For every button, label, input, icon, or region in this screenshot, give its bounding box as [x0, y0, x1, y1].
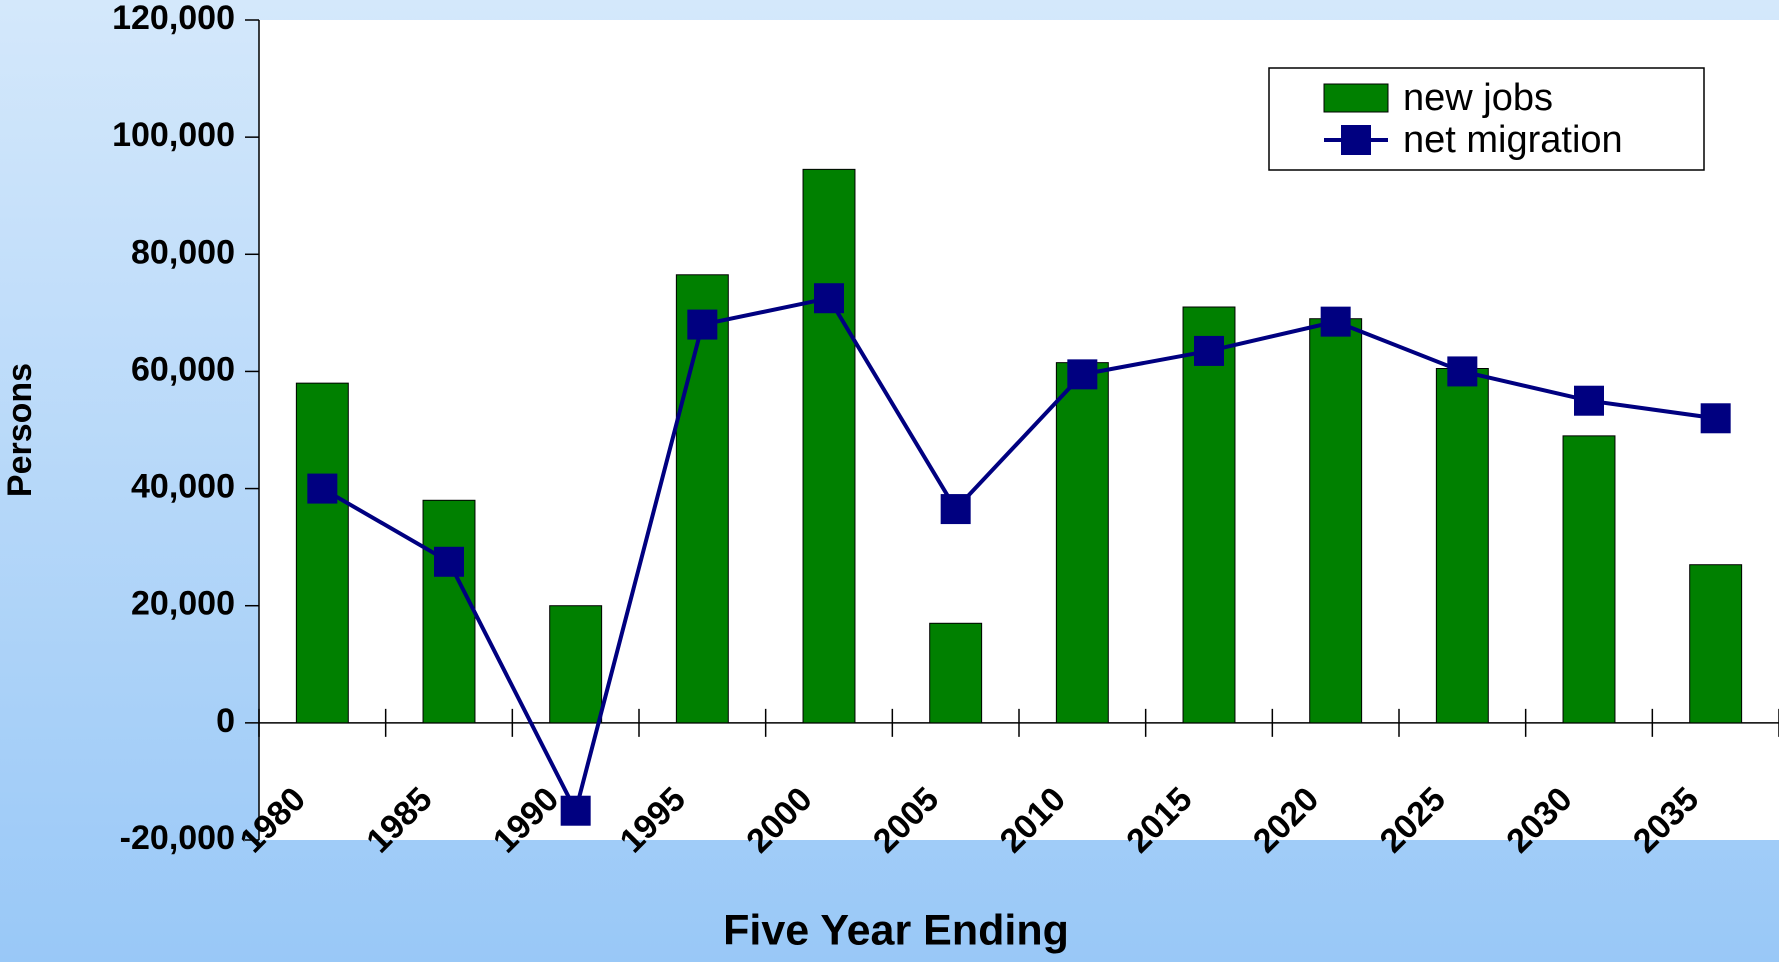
marker [687, 309, 718, 340]
marker [1194, 335, 1224, 366]
bar [1055, 362, 1109, 724]
marker [940, 494, 971, 525]
marker [1574, 385, 1604, 416]
bar [802, 168, 856, 724]
x-axis-label: Five Year Ending [723, 906, 1069, 954]
marker [560, 795, 591, 826]
bar [1182, 306, 1236, 724]
marker [1067, 359, 1098, 390]
legend-marker [1341, 125, 1371, 155]
marker [1700, 403, 1731, 434]
legend-swatch [1323, 83, 1389, 113]
y-tick-label: 20,000 [131, 585, 235, 623]
bar [549, 605, 603, 724]
bar [295, 382, 349, 724]
marker [307, 473, 338, 504]
marker [1320, 306, 1351, 337]
bar [422, 499, 476, 724]
bar [929, 622, 983, 724]
y-tick-label: 60,000 [131, 350, 235, 388]
marker [434, 546, 464, 577]
bar [1435, 368, 1489, 724]
legend-label: net migration [1403, 119, 1623, 161]
y-tick-label: 120,000 [112, 0, 235, 37]
marker [1447, 356, 1478, 387]
y-tick-label: -20,000 [120, 819, 235, 857]
y-tick-label: 40,000 [131, 468, 235, 506]
bar [1689, 564, 1743, 724]
bar [1562, 435, 1616, 724]
legend-label: new jobs [1403, 77, 1553, 119]
marker [814, 283, 844, 314]
line [321, 295, 1716, 817]
y-tick-label: 0 [216, 702, 235, 740]
y-tick-label: 100,000 [112, 116, 235, 154]
bar [675, 274, 729, 724]
y-axis-label: Persons [1, 363, 39, 497]
y-tick-label: 80,000 [131, 233, 235, 271]
bar [1309, 318, 1363, 724]
